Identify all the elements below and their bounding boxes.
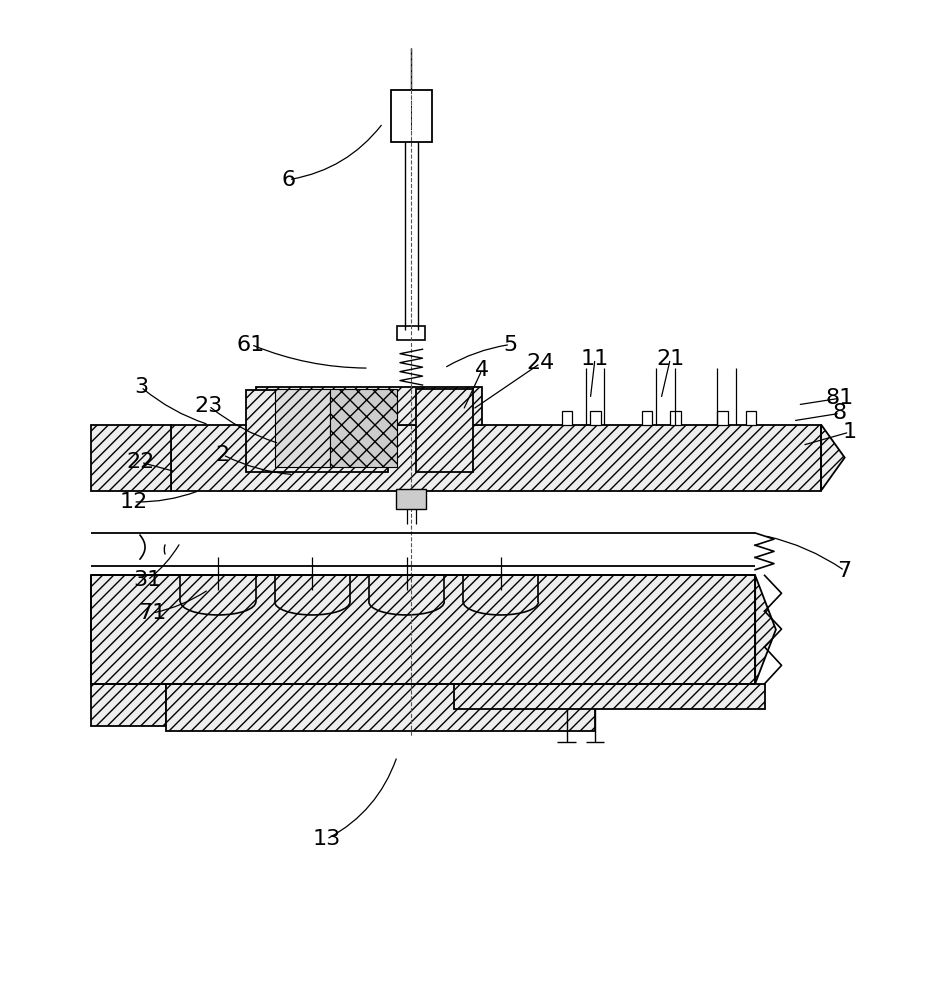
Bar <box>396 326 425 340</box>
Text: 12: 12 <box>119 492 147 512</box>
Bar <box>396 489 426 509</box>
Bar <box>171 425 820 491</box>
Text: 13: 13 <box>312 829 340 849</box>
Bar <box>641 411 651 425</box>
Text: 3: 3 <box>134 377 148 397</box>
Polygon shape <box>820 425 844 491</box>
Bar <box>415 389 472 472</box>
Text: 11: 11 <box>581 349 609 369</box>
Bar <box>329 389 396 467</box>
Text: 8: 8 <box>832 403 846 423</box>
Text: 6: 6 <box>281 170 295 190</box>
Text: 31: 31 <box>133 570 161 590</box>
Bar <box>275 389 329 467</box>
Text: 81: 81 <box>825 388 853 408</box>
Bar <box>669 411 680 425</box>
Text: 24: 24 <box>526 353 554 373</box>
Bar <box>390 90 431 142</box>
Text: 21: 21 <box>655 349 683 369</box>
Text: 71: 71 <box>138 603 166 623</box>
Polygon shape <box>754 575 775 684</box>
Text: 5: 5 <box>502 335 516 355</box>
Bar <box>716 411 727 425</box>
Text: 23: 23 <box>194 396 223 416</box>
Bar <box>453 684 764 709</box>
Bar <box>91 684 166 726</box>
Bar <box>745 411 755 425</box>
Text: 61: 61 <box>237 335 265 355</box>
Bar <box>91 425 171 491</box>
Bar <box>256 387 481 425</box>
Text: 1: 1 <box>841 422 855 442</box>
Text: 4: 4 <box>474 360 488 380</box>
Bar <box>590 411 600 425</box>
Bar <box>91 575 754 684</box>
Text: 2: 2 <box>215 445 229 465</box>
Bar <box>246 390 387 472</box>
Text: 22: 22 <box>126 452 155 472</box>
Bar <box>166 684 595 731</box>
Bar <box>562 411 572 425</box>
Text: 7: 7 <box>836 561 851 581</box>
